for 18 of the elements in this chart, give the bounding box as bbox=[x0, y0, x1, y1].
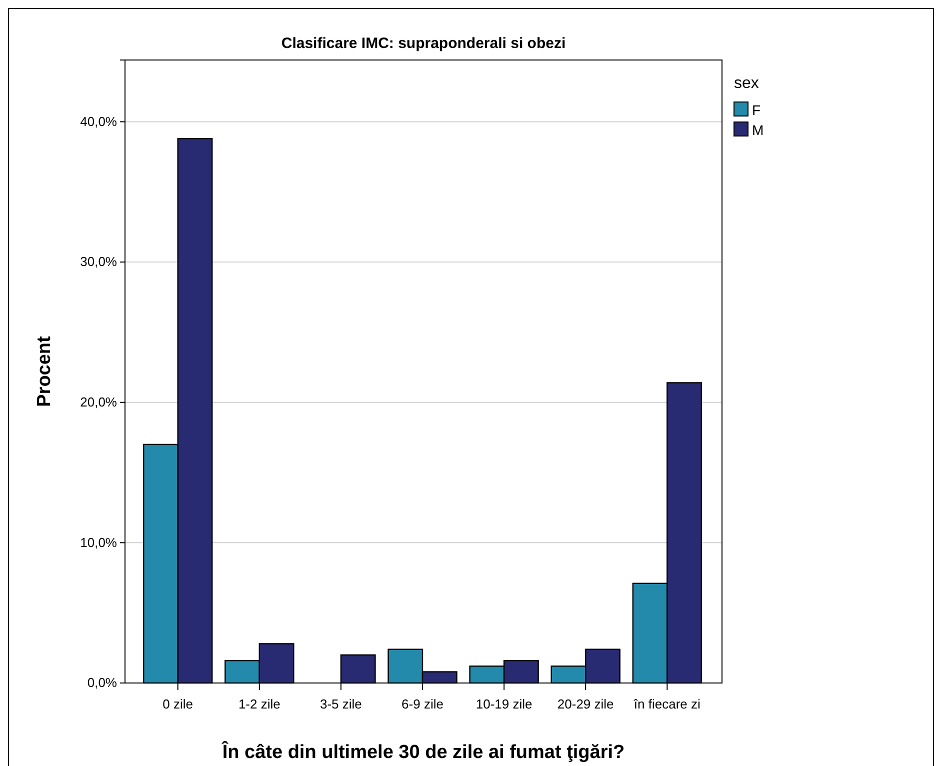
y-axis-title: Procent bbox=[34, 335, 55, 407]
x-tick-label: 0 zile bbox=[162, 696, 194, 712]
y-tick-label: 10,0% bbox=[80, 534, 118, 550]
y-tick-label: 0,0% bbox=[87, 675, 118, 690]
x-tick-label: 6-9 zile bbox=[402, 696, 444, 712]
x-tick-label: în fiecare zi bbox=[632, 696, 700, 712]
x-tick-label: 20-29 zile bbox=[557, 696, 614, 712]
legend-label: F bbox=[752, 102, 761, 118]
chart-title: Clasificare IMC: supraponderali si obezi bbox=[281, 35, 566, 52]
legend-title: sex bbox=[734, 75, 759, 92]
y-tick-label: 20,0% bbox=[80, 394, 118, 410]
legend-label: M bbox=[752, 122, 764, 138]
x-axis-title: În câte din ultimele 30 de zile ai fumat ţigări? bbox=[221, 740, 625, 763]
x-tick-label: 1-2 zile bbox=[238, 696, 280, 712]
x-tick-label: 10-19 zile bbox=[476, 696, 532, 712]
y-tick-label: 40,0% bbox=[80, 114, 118, 129]
x-tick-label: 3-5 zile bbox=[320, 696, 362, 712]
y-tick-label: 30,0% bbox=[80, 254, 118, 270]
